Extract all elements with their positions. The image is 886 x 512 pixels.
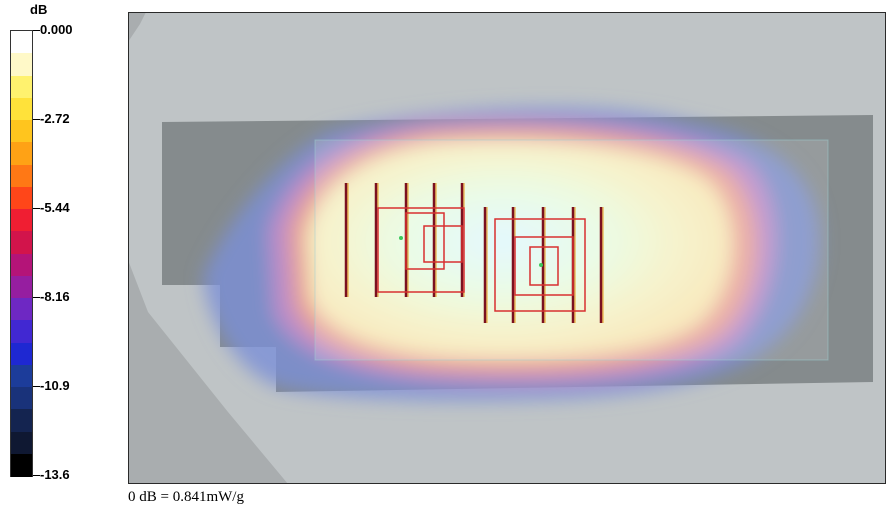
colorbar-segment — [11, 409, 32, 432]
colorbar-segment — [11, 53, 32, 76]
colorbar-segment — [11, 387, 32, 410]
tick-label: 0.000 — [40, 22, 73, 37]
antenna-trace — [377, 207, 465, 293]
colorbar-segment — [11, 31, 32, 54]
caption: 0 dB = 0.841mW/g — [128, 489, 244, 505]
colorbar-segment — [11, 231, 32, 254]
tick-label: -10.9 — [40, 378, 70, 393]
tick-mark — [33, 30, 40, 31]
antenna-trace — [405, 212, 445, 270]
antenna-trace — [529, 246, 559, 286]
heat-contours — [203, 107, 820, 401]
left-shadow-region — [128, 12, 288, 484]
antenna-pattern-right — [483, 207, 604, 323]
antenna-trace — [423, 225, 463, 263]
colorbar — [10, 30, 33, 477]
tick-label: -5.44 — [40, 200, 70, 215]
sar-heatmap-plot — [128, 12, 886, 484]
colorbar-segment — [11, 431, 32, 455]
colorbar-segment — [11, 253, 32, 277]
colorbar-segment — [11, 164, 32, 188]
tick-mark — [33, 386, 40, 387]
colorbar-segment — [11, 320, 32, 343]
scan-area-overlay — [315, 140, 828, 360]
tick-mark — [33, 475, 40, 476]
colorbar-segment — [11, 186, 32, 210]
peak-marker — [399, 236, 403, 240]
colorbar-segment — [11, 209, 32, 232]
tick-mark — [33, 119, 40, 120]
tick-label: -13.6 — [40, 467, 70, 482]
antenna-trace — [514, 236, 574, 296]
legend-unit: dB — [30, 2, 48, 17]
colorbar-segment — [11, 275, 32, 299]
colorbar-segment — [11, 142, 32, 165]
colorbar-segment — [11, 453, 32, 477]
scan-area-outline — [314, 139, 829, 361]
contour-core — [306, 140, 733, 360]
colorbar-segment — [11, 342, 32, 366]
tick-label: -8.16 — [40, 289, 70, 304]
antenna-pattern-left — [344, 183, 465, 297]
tick-label: -2.72 — [40, 111, 70, 126]
colorbar-segment — [11, 97, 32, 121]
tick-mark — [33, 297, 40, 298]
antenna-trace — [494, 218, 586, 312]
colorbar-segment — [11, 75, 32, 99]
tick-mark — [33, 208, 40, 209]
colorbar-segment — [11, 364, 32, 388]
colorbar-segment — [11, 298, 32, 321]
peak-marker — [539, 263, 543, 267]
colorbar-segment — [11, 120, 32, 143]
